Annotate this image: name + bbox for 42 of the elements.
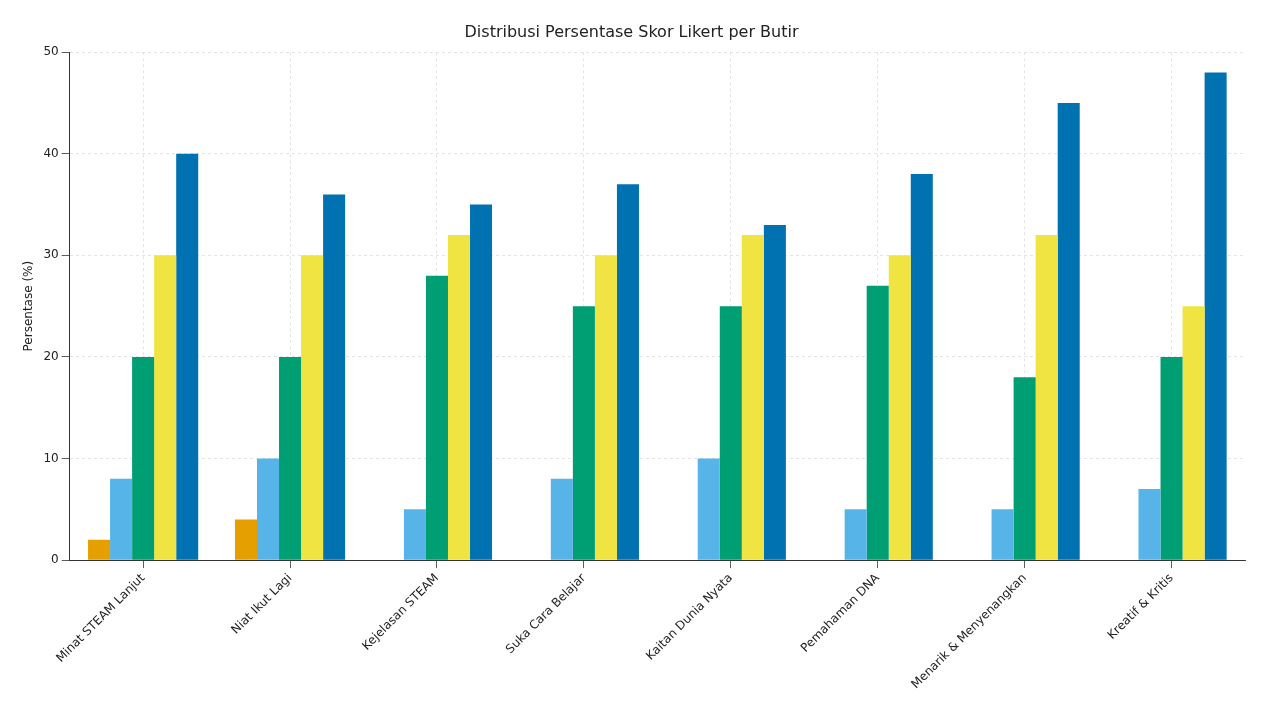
bar xyxy=(323,194,346,560)
bar xyxy=(741,235,764,560)
bar xyxy=(616,184,639,560)
bar xyxy=(301,255,324,560)
bar xyxy=(88,539,111,560)
y-tick-label: 40 xyxy=(43,145,59,160)
bar xyxy=(888,255,911,560)
bar xyxy=(447,235,471,560)
bar xyxy=(154,255,177,560)
bar xyxy=(256,458,280,560)
bar xyxy=(1160,356,1183,560)
bar xyxy=(1138,488,1161,560)
y-tick-label: 30 xyxy=(43,247,59,262)
bar xyxy=(763,224,786,560)
bar xyxy=(866,285,889,560)
chart-title: Distribusi Persentase Skor Likert per Butir xyxy=(464,21,799,41)
y-tick-label: 20 xyxy=(43,349,59,364)
bar xyxy=(1182,306,1205,560)
bar xyxy=(279,356,302,560)
bar xyxy=(1204,72,1227,560)
bar xyxy=(594,255,617,560)
bar xyxy=(1057,102,1080,560)
bar xyxy=(1035,235,1058,560)
bar xyxy=(719,306,742,560)
bar xyxy=(425,275,448,560)
bar xyxy=(697,458,720,560)
bar xyxy=(132,356,155,560)
y-tick-label: 10 xyxy=(43,450,59,465)
y-axis-title: Persentase (%) xyxy=(21,260,36,352)
y-tick-label: 50 xyxy=(43,44,59,59)
bar xyxy=(1013,377,1036,560)
y-tick-label: 0 xyxy=(51,552,59,567)
bar xyxy=(176,153,199,560)
bar xyxy=(550,478,573,560)
bar xyxy=(234,519,257,560)
bar xyxy=(844,509,867,560)
bar xyxy=(403,509,426,560)
bar xyxy=(572,306,595,560)
bar xyxy=(910,174,933,560)
bar xyxy=(991,509,1014,560)
bar xyxy=(110,478,133,560)
bar xyxy=(470,204,493,560)
